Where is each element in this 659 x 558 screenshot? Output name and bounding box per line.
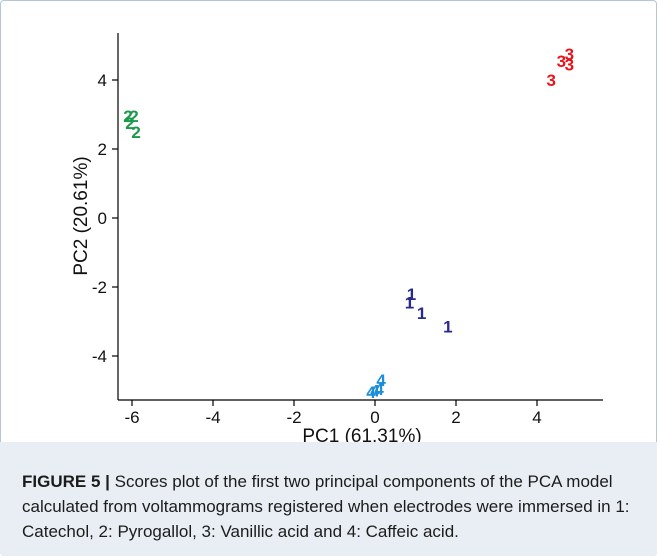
x-tick-label: -2 (286, 408, 301, 427)
figure-label: FIGURE 5 | (22, 472, 110, 491)
data-point-group-1: 1 (443, 318, 452, 337)
x-tick-label: 2 (451, 408, 460, 427)
x-axis-label: PC1 (61.31%) (302, 426, 421, 442)
data-point-group-3: 3 (546, 71, 555, 90)
data-point-group-2: 2 (129, 107, 138, 126)
data-point-group-3: 3 (565, 45, 574, 64)
data-point-group-4: 4 (374, 380, 384, 399)
y-axis-label: PC2 (20.61%) (71, 156, 92, 275)
x-tick-label: -4 (205, 408, 220, 427)
data-point-group-4: 4 (376, 371, 386, 390)
data-point-group-2: 2 (123, 107, 132, 126)
data-point-group-2: 2 (131, 123, 140, 142)
figure-caption: FIGURE 5 | Scores plot of the first two … (22, 469, 647, 544)
data-point-group-3: 3 (565, 55, 574, 74)
y-tick-label: 0 (98, 209, 107, 228)
x-tick-label: -6 (124, 408, 139, 427)
data-point-group-1: 1 (417, 304, 426, 323)
y-tick-label: 4 (98, 71, 107, 90)
x-tick-label: 4 (532, 408, 541, 427)
y-tick-label: -2 (92, 278, 107, 297)
data-point-group-4: 4 (370, 382, 380, 401)
data-point-group-1: 1 (407, 285, 416, 304)
caption-box (0, 442, 657, 556)
data-point-group-2: 2 (125, 114, 134, 133)
data-point-group-4: 4 (366, 383, 376, 402)
y-tick-label: 2 (98, 140, 107, 159)
y-tick-label: -4 (92, 347, 107, 366)
data-point-group-1: 1 (405, 294, 414, 313)
x-tick-label: 0 (370, 408, 379, 427)
caption-text: Scores plot of the first two principal c… (22, 472, 630, 541)
data-point-group-3: 3 (557, 52, 566, 71)
